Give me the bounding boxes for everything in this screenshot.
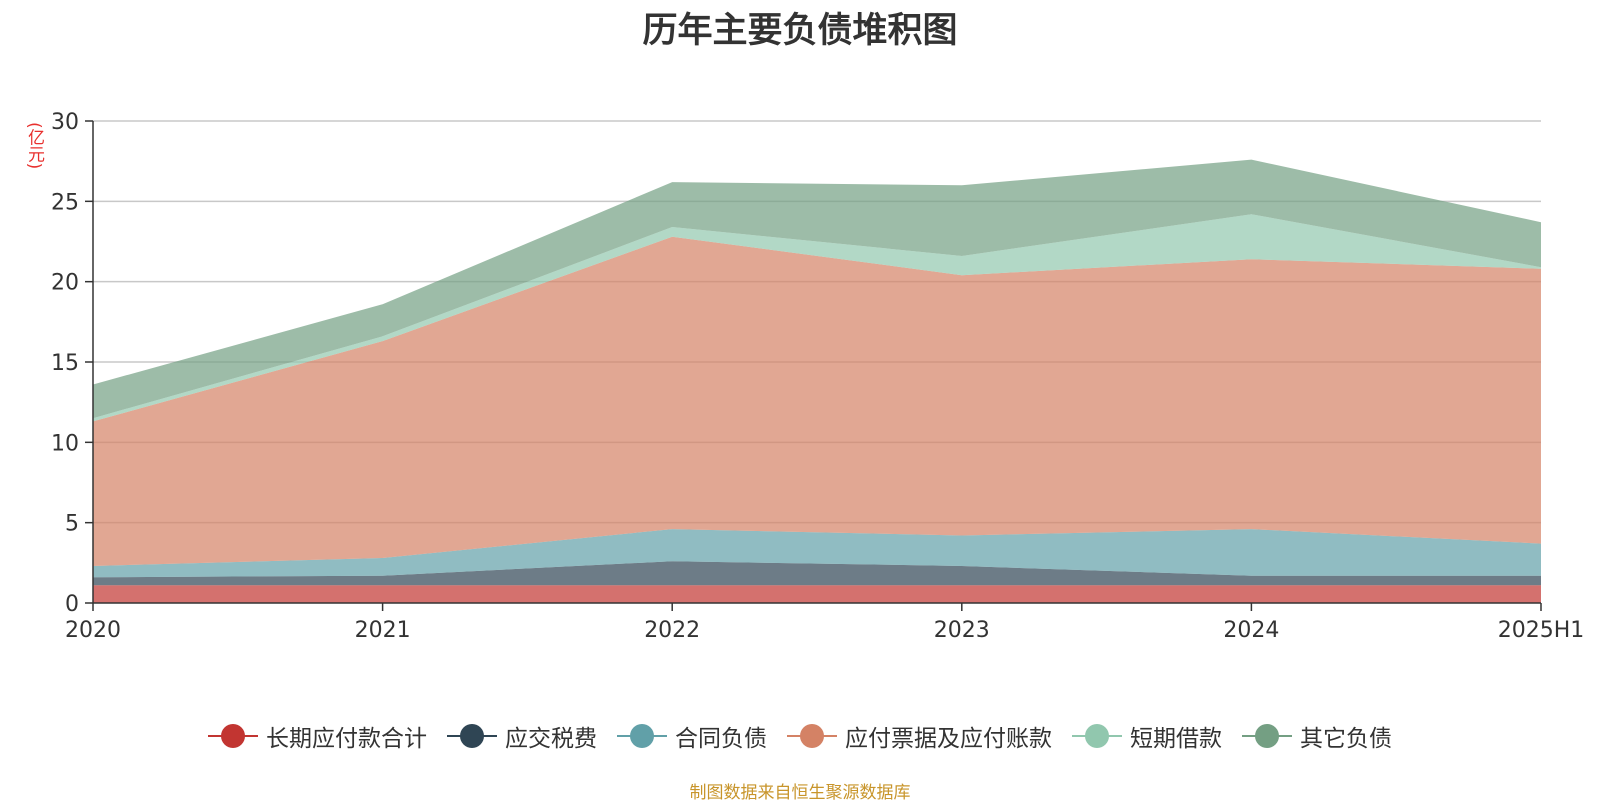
area-series-短期借款 bbox=[93, 214, 1541, 422]
y-axis-unit-label: (亿元) bbox=[24, 122, 44, 170]
legend-label: 合同负债 bbox=[675, 726, 767, 752]
legend-item[interactable]: 长期应付款合计 bbox=[208, 719, 427, 753]
legend-dot bbox=[221, 724, 245, 748]
area-series-合同负债 bbox=[93, 529, 1541, 578]
legend-label: 短期借款 bbox=[1130, 726, 1222, 752]
legend-label: 应付票据及应付账款 bbox=[845, 726, 1052, 752]
x-tick-label: 2021 bbox=[355, 618, 411, 643]
y-tick-label: 0 bbox=[65, 592, 79, 617]
area-series-长期应付款合计 bbox=[93, 585, 1541, 603]
legend-marker-icon bbox=[787, 723, 837, 749]
x-tick-label: 2022 bbox=[644, 618, 700, 643]
legend-marker-icon bbox=[208, 723, 258, 749]
y-tick-label: 25 bbox=[51, 190, 79, 215]
legend-label: 应交税费 bbox=[505, 726, 597, 752]
legend-dot bbox=[630, 724, 654, 748]
y-tick-label: 5 bbox=[65, 512, 79, 537]
x-tick-label: 2020 bbox=[65, 618, 121, 643]
legend-item[interactable]: 应交税费 bbox=[447, 719, 597, 753]
legend-label: 其它负债 bbox=[1300, 726, 1392, 752]
legend-dot bbox=[460, 724, 484, 748]
legend-dot bbox=[1255, 724, 1279, 748]
legend-marker-icon bbox=[1242, 723, 1292, 749]
legend-marker-icon bbox=[617, 723, 667, 749]
legend-marker-icon bbox=[447, 723, 497, 749]
axes: 0 5 10 15 20 25 30 2020 2021 2022 2023 2024 2025H1 bbox=[51, 110, 1584, 643]
x-tick-label: 2024 bbox=[1223, 618, 1279, 643]
area-series-应交税费 bbox=[93, 561, 1541, 586]
x-tick-label: 2025H1 bbox=[1498, 618, 1585, 643]
y-tick-label: 15 bbox=[51, 351, 79, 376]
area-series-应付票据及应付账款 bbox=[93, 236, 1541, 566]
y-tick-label: 10 bbox=[51, 431, 79, 456]
legend-dot bbox=[800, 724, 824, 748]
y-tick-label: 30 bbox=[51, 110, 79, 135]
legend-item[interactable]: 其它负债 bbox=[1242, 719, 1392, 753]
chart-title: 历年主要负债堆积图 bbox=[642, 11, 958, 51]
legend-item[interactable]: 短期借款 bbox=[1072, 719, 1222, 753]
legend-label: 长期应付款合计 bbox=[266, 726, 427, 752]
x-tick-label: 2023 bbox=[934, 618, 990, 643]
source-note: 制图数据来自恒生聚源数据库 bbox=[689, 783, 911, 803]
legend-dot bbox=[1085, 724, 1109, 748]
y-tick-label: 20 bbox=[51, 271, 79, 296]
legend-marker-icon bbox=[1072, 723, 1122, 749]
stacked-areas bbox=[93, 159, 1541, 603]
legend-item[interactable]: 合同负债 bbox=[617, 719, 767, 753]
legend-item[interactable]: 应付票据及应付账款 bbox=[787, 719, 1052, 753]
legend: 长期应付款合计 应交税费 合同负债 应付票据及应付账款 短期借款 其它负债 bbox=[0, 718, 1600, 754]
area-series-其它负债 bbox=[93, 159, 1541, 419]
